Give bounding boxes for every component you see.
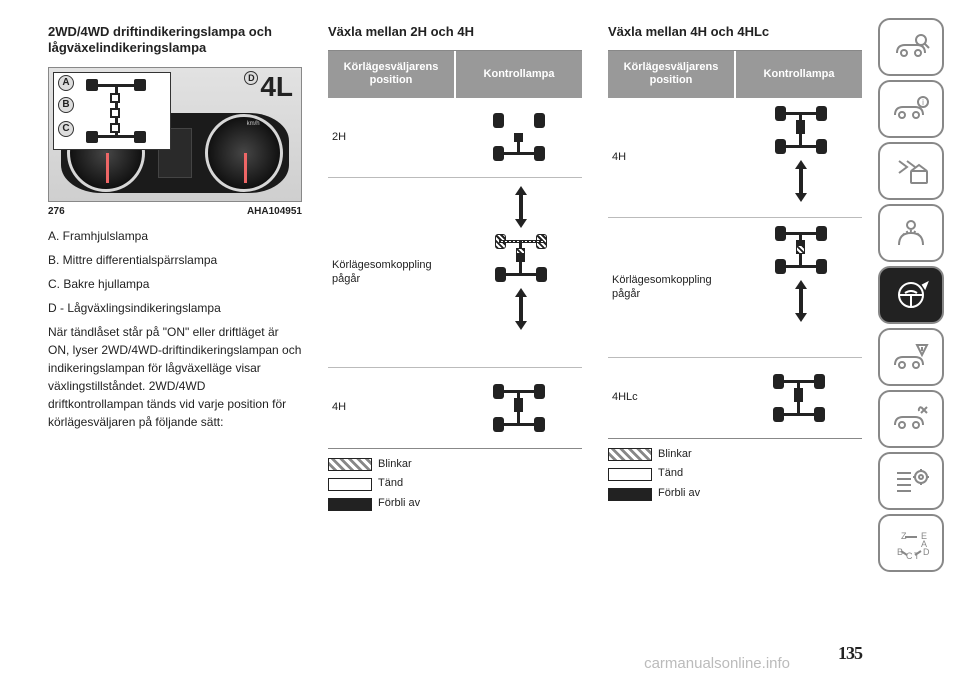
col1-body: A. Framhjulslampa B. Mittre differential… xyxy=(48,227,302,437)
figure-number: 276 xyxy=(48,206,65,217)
table-row: Körlägesomkoppling pågår xyxy=(608,218,862,358)
row-lamp-icon xyxy=(459,178,582,367)
row-label: Körlägesomkoppling pågår xyxy=(608,218,739,357)
table-row: Körlägesomkoppling pågår xyxy=(328,178,582,368)
low-range-badge: D 4L xyxy=(244,71,293,103)
tab-info[interactable]: i xyxy=(878,80,944,138)
column-2: Växla mellan 2H och 4H Körlägesväljarens… xyxy=(328,24,582,599)
table-row: 2H xyxy=(328,98,582,178)
badge-4l-text: 4L xyxy=(260,71,293,103)
row-label: 4H xyxy=(328,368,455,448)
tab-lights[interactable] xyxy=(878,142,944,200)
legend-off: Förbli av xyxy=(378,494,420,514)
legend: Blinkar Tänd Förbli av xyxy=(328,455,582,514)
table-header: Körlägesväljarens position Kontrollampa xyxy=(608,51,862,97)
callout-inset: A B C xyxy=(53,72,171,150)
table-row: 4H xyxy=(328,368,582,448)
tab-driving[interactable] xyxy=(878,266,944,324)
legend-blink: Blinkar xyxy=(378,455,412,475)
th-position: Körlägesväljarens position xyxy=(608,51,736,97)
col1-paragraph: När tändlåset står på "ON" eller driftlä… xyxy=(48,323,302,431)
updown-arrow-icon xyxy=(515,288,527,330)
swatch-off-icon xyxy=(608,488,652,501)
page: 2WD/4WD driftindikeringslampa och lågväx… xyxy=(0,0,960,678)
tab-maintenance[interactable] xyxy=(878,390,944,448)
row-lamp-icon xyxy=(455,98,582,177)
updown-arrow-icon xyxy=(515,186,527,228)
figure-caption: 276 AHA104951 xyxy=(48,206,302,217)
row-label: Körlägesomkoppling pågår xyxy=(328,178,459,367)
row-lamp-icon xyxy=(455,368,582,448)
col2-heading: Växla mellan 2H och 4H xyxy=(328,24,582,40)
section-tabs-dock: i ZEBDCTA xyxy=(878,18,944,572)
th-lamp: Kontrollampa xyxy=(736,51,862,97)
row-label: 4H xyxy=(608,98,739,217)
tab-overview[interactable] xyxy=(878,18,944,76)
page-number: 135 xyxy=(838,643,862,664)
row-label: 2H xyxy=(328,98,455,177)
tab-specs[interactable] xyxy=(878,452,944,510)
legend-on: Tänd xyxy=(378,474,403,494)
row-lamp-icon xyxy=(735,358,862,438)
tab-index[interactable]: ZEBDCTA xyxy=(878,514,944,572)
list-item-b: B. Mittre differentialspärrslampa xyxy=(48,251,302,269)
legend-on: Tänd xyxy=(658,464,683,484)
table-4h-4hlc: Körlägesväljarens position Kontrollampa … xyxy=(608,50,862,438)
legend-off: Förbli av xyxy=(658,484,700,504)
legend: Blinkar Tänd Förbli av xyxy=(608,445,862,504)
tab-safety[interactable] xyxy=(878,204,944,262)
callout-c-icon: C xyxy=(58,121,74,137)
callout-b-icon: B xyxy=(58,97,74,113)
swatch-blink-icon xyxy=(328,458,372,471)
table-row: 4HLc xyxy=(608,358,862,438)
updown-arrow-icon xyxy=(795,160,807,202)
list-item-d: D - Lågväxlingsindikeringslampa xyxy=(48,299,302,317)
table-header: Körlägesväljarens position Kontrollampa xyxy=(328,51,582,97)
legend-blink: Blinkar xyxy=(658,445,692,465)
figure-code: AHA104951 xyxy=(247,206,302,217)
th-lamp: Kontrollampa xyxy=(456,51,582,97)
column-3: Växla mellan 4H och 4HLc Körlägesväljare… xyxy=(608,24,862,599)
figure-instrument-cluster: x1000r/min km/h A B C xyxy=(48,67,302,202)
callout-a-icon: A xyxy=(58,75,74,91)
content-columns: 2WD/4WD driftindikeringslampa och lågväx… xyxy=(48,24,862,599)
swatch-blink-icon xyxy=(608,448,652,461)
updown-arrow-icon xyxy=(795,280,807,322)
svg-text:C: C xyxy=(906,551,913,561)
svg-text:A: A xyxy=(921,539,927,549)
table-2h-4h: Körlägesväljarens position Kontrollampa … xyxy=(328,50,582,448)
row-label: 4HLc xyxy=(608,358,735,438)
row-lamp-icon xyxy=(739,98,862,217)
callout-d-icon: D xyxy=(244,71,258,85)
swatch-on-icon xyxy=(328,478,372,491)
th-position: Körlägesväljarens position xyxy=(328,51,456,97)
list-item-c: C. Bakre hjullampa xyxy=(48,275,302,293)
swatch-off-icon xyxy=(328,498,372,511)
col1-heading: 2WD/4WD driftindikeringslampa och lågväx… xyxy=(48,24,302,57)
watermark: carmanualsonline.info xyxy=(644,655,790,672)
svg-text:i: i xyxy=(922,98,924,107)
list-item-a: A. Framhjulslampa xyxy=(48,227,302,245)
table-row: 4H xyxy=(608,98,862,218)
col3-heading: Växla mellan 4H och 4HLc xyxy=(608,24,862,40)
column-1: 2WD/4WD driftindikeringslampa och lågväx… xyxy=(48,24,302,599)
row-lamp-icon xyxy=(739,218,862,357)
swatch-on-icon xyxy=(608,468,652,481)
tab-warning[interactable] xyxy=(878,328,944,386)
